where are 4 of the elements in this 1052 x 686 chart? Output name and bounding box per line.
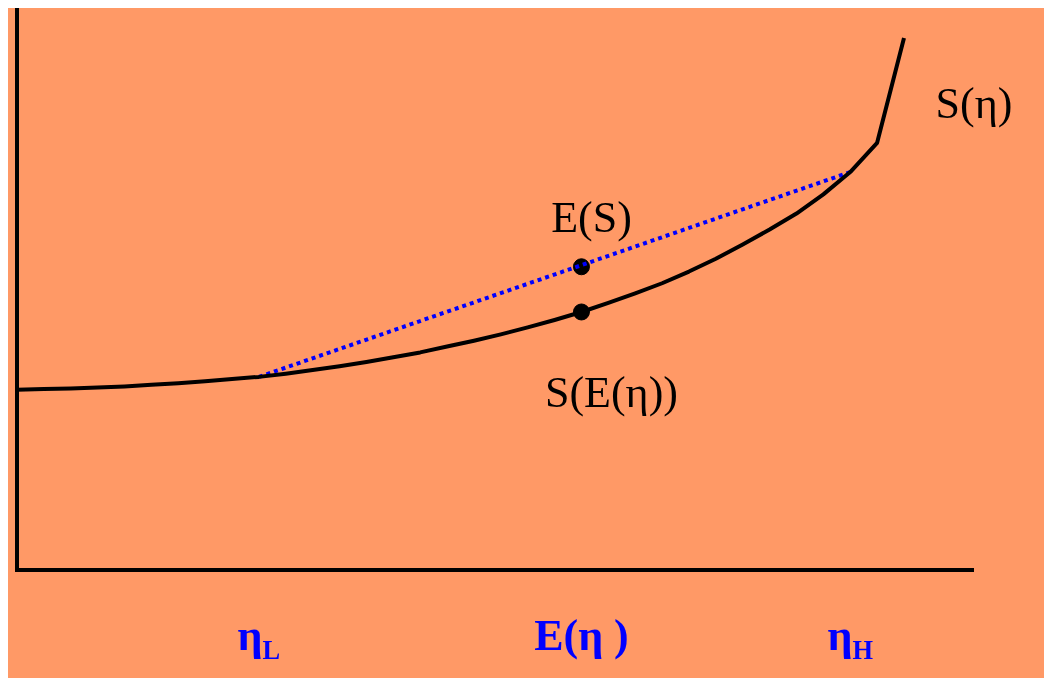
x-tick-label: E(η ) (534, 611, 629, 660)
series-label: S(η) (935, 79, 1013, 128)
annotation: S(E(η)) (544, 367, 678, 417)
annotation: E(S) (551, 192, 632, 242)
